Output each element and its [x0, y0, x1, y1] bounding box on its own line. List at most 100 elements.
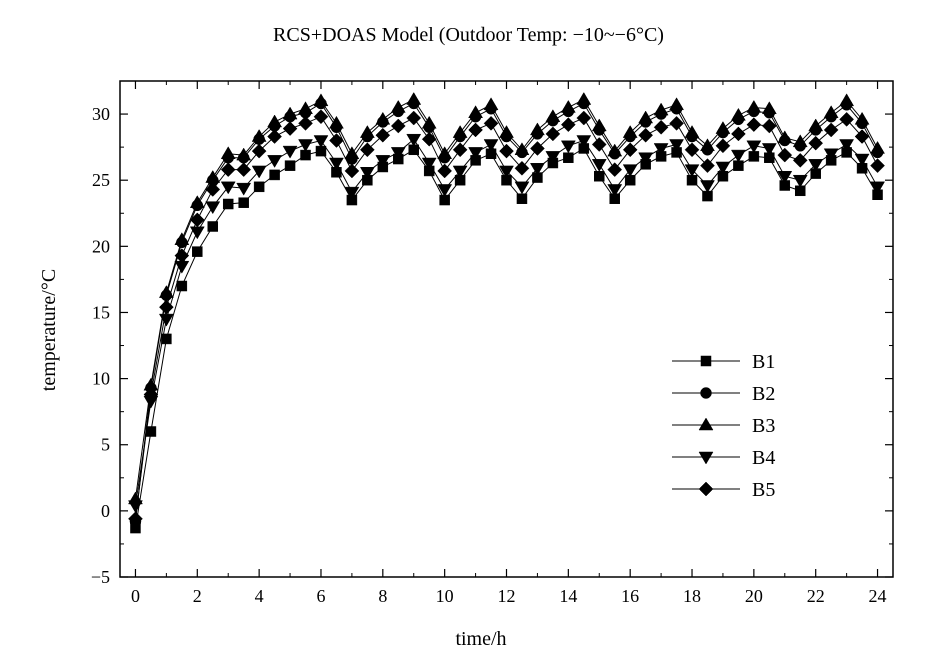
data-point-B4	[499, 165, 514, 179]
data-point-B4	[468, 147, 484, 160]
y-tick-label: 10	[92, 369, 110, 389]
data-point-B5	[731, 126, 746, 142]
data-point-B4	[823, 148, 839, 162]
data-point-B3	[653, 102, 669, 116]
y-tick-label: −5	[91, 567, 110, 587]
data-point-B5	[839, 112, 854, 127]
data-point-B1	[161, 333, 172, 345]
data-point-B3	[189, 195, 205, 208]
data-point-B3	[298, 101, 313, 115]
data-point-B4	[715, 161, 731, 175]
data-point-B3	[267, 114, 283, 128]
data-point-B4	[761, 143, 777, 156]
legend-item-B2: B2	[672, 383, 775, 405]
data-point-B3	[406, 92, 422, 105]
data-point-B4	[128, 500, 143, 514]
x-tick-label: 4	[255, 586, 264, 606]
data-point-B3	[730, 107, 746, 121]
data-point-B4	[839, 139, 855, 152]
data-point-B5	[375, 127, 391, 143]
legend-label: B2	[752, 383, 775, 405]
x-tick-label: 16	[621, 586, 639, 606]
x-tick-label: 22	[807, 586, 825, 606]
data-point-B3	[483, 97, 499, 111]
data-point-B3	[576, 92, 592, 105]
data-point-B5	[236, 162, 252, 177]
data-point-B4	[282, 145, 298, 159]
data-point-B3	[823, 105, 839, 118]
data-point-B3	[390, 99, 406, 113]
data-point-B5	[421, 131, 437, 147]
data-point-B1	[222, 198, 234, 210]
data-point-B3	[251, 129, 267, 142]
data-point-B5	[560, 117, 576, 133]
data-point-B3	[792, 134, 808, 148]
data-point-B5	[205, 182, 221, 197]
data-point-B1	[207, 221, 219, 232]
data-point-B5	[514, 160, 530, 176]
data-point-B5	[777, 147, 793, 163]
data-point-B5	[360, 142, 375, 158]
data-point-B5	[591, 137, 607, 152]
data-point-B3	[437, 146, 453, 159]
data-point-B4	[591, 159, 607, 172]
data-point-B1	[176, 280, 188, 292]
y-tick-label: 5	[101, 435, 110, 455]
chart-title: RCS+DOAS Model (Outdoor Temp: −10~−6°C)	[273, 24, 664, 46]
data-point-B4	[622, 164, 638, 178]
data-point-B5	[808, 135, 824, 151]
data-point-B4	[730, 149, 746, 163]
data-point-B4	[437, 184, 453, 197]
legend-item-B1: B1	[672, 351, 775, 373]
data-point-B3	[777, 130, 793, 144]
data-point-B4	[329, 157, 344, 171]
data-point-B4	[638, 152, 654, 166]
data-point-B5	[545, 126, 561, 142]
data-point-B5	[159, 299, 174, 315]
data-point-B5	[499, 143, 514, 159]
data-point-B4	[607, 184, 623, 197]
data-point-B3	[421, 115, 437, 129]
data-point-B5	[452, 142, 468, 158]
data-point-B4	[189, 226, 205, 240]
data-point-B5	[669, 115, 684, 131]
data-point-B5	[329, 133, 344, 148]
data-point-B3	[220, 146, 236, 159]
data-point-B3	[468, 105, 484, 118]
data-point-B4	[406, 133, 422, 147]
series-B1	[130, 143, 883, 534]
data-point-B4	[205, 201, 221, 215]
data-point-B5	[715, 138, 731, 154]
data-point-B4	[560, 140, 576, 154]
data-point-B5	[700, 158, 715, 174]
data-point-B4	[529, 163, 545, 176]
data-point-B5	[344, 163, 360, 179]
legend-marker-B1	[700, 355, 712, 367]
data-point-B5	[313, 109, 329, 125]
data-point-B1	[253, 181, 265, 193]
x-tick-label: 12	[498, 586, 516, 606]
data-point-B3	[854, 111, 870, 125]
data-point-B4	[870, 181, 885, 195]
data-point-B3	[669, 97, 684, 111]
data-point-B5	[746, 117, 762, 133]
data-point-B5	[823, 122, 839, 138]
data-point-B4	[576, 135, 592, 149]
data-point-B4	[236, 182, 252, 196]
data-point-B1	[516, 193, 528, 204]
legend-label: B5	[752, 479, 775, 501]
data-point-B3	[746, 99, 762, 113]
data-point-B3	[684, 125, 700, 138]
data-point-B5	[483, 115, 499, 131]
data-point-B3	[499, 125, 514, 138]
data-point-B3	[870, 140, 885, 154]
data-point-B3	[174, 232, 190, 245]
data-point-B3	[808, 118, 824, 132]
data-point-B3	[529, 122, 545, 136]
data-point-B4	[808, 159, 824, 172]
data-point-B1	[284, 160, 296, 171]
x-tick-label: 24	[869, 586, 887, 606]
data-point-B5	[530, 141, 545, 156]
data-point-B5	[189, 212, 205, 228]
